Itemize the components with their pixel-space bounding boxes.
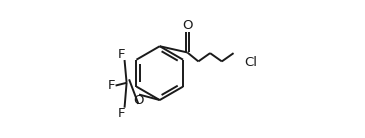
Text: F: F bbox=[108, 79, 115, 92]
Text: O: O bbox=[182, 19, 193, 32]
Text: O: O bbox=[133, 94, 143, 107]
Text: F: F bbox=[118, 48, 125, 61]
Text: Cl: Cl bbox=[244, 56, 257, 69]
Text: F: F bbox=[118, 107, 125, 120]
